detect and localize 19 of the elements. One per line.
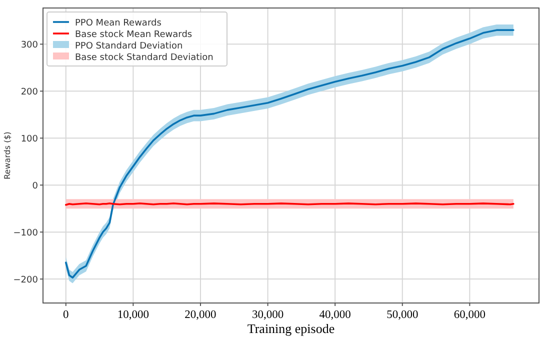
y-tick-label: −200 (13, 276, 38, 286)
x-axis-title: Training episode (247, 321, 335, 336)
legend-label: PPO Mean Rewards (75, 18, 162, 28)
y-tick-label: 0 (32, 182, 38, 192)
x-tick-label: 60,000 (454, 309, 486, 321)
x-tick-label: 0 (63, 309, 70, 321)
y-tick-label: −100 (13, 228, 38, 239)
x-tick-label: 20,000 (184, 309, 217, 321)
y-tick-label: 100 (20, 134, 38, 145)
x-tick-label: 10,000 (117, 309, 150, 321)
legend-label: Base stock Standard Deviation (75, 53, 214, 63)
legend-label: PPO Standard Deviation (75, 42, 183, 52)
y-axis-title: Rewards ($) (3, 132, 12, 180)
x-tick-label: 40,000 (319, 309, 352, 321)
y-tick-label: 300 (20, 40, 38, 51)
legend-label: Base stock Mean Rewards (75, 30, 192, 40)
x-tick-label: 30,000 (252, 309, 284, 321)
y-tick-label: 200 (20, 88, 38, 98)
x-tick-label: 50,000 (386, 309, 418, 321)
